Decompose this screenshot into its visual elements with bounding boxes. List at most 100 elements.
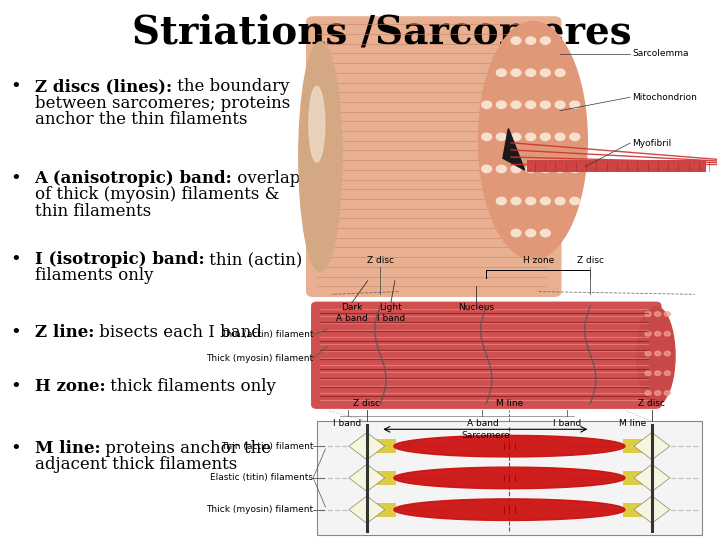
Text: I band: I band <box>333 418 361 428</box>
Circle shape <box>665 351 670 356</box>
Text: H zone:: H zone: <box>35 378 105 395</box>
Bar <box>317 421 702 535</box>
Text: Thick (myosin) filament: Thick (myosin) filament <box>206 354 313 363</box>
Text: overlap: overlap <box>233 170 301 187</box>
Circle shape <box>541 37 550 44</box>
Polygon shape <box>349 433 385 460</box>
Text: Thin (actin) filament: Thin (actin) filament <box>221 330 313 340</box>
Circle shape <box>570 165 580 173</box>
Circle shape <box>645 371 651 375</box>
Circle shape <box>496 165 506 173</box>
Text: filaments only: filaments only <box>35 267 153 284</box>
Text: •: • <box>11 251 21 269</box>
Circle shape <box>555 165 565 173</box>
FancyBboxPatch shape <box>306 16 562 297</box>
Text: thin filaments: thin filaments <box>35 202 150 219</box>
Text: A band: A band <box>467 418 498 428</box>
Bar <box>623 439 650 453</box>
Circle shape <box>555 69 565 76</box>
Text: Z disc: Z disc <box>354 399 380 408</box>
Circle shape <box>665 332 670 336</box>
Text: M line: M line <box>619 418 647 428</box>
Circle shape <box>654 332 661 336</box>
Bar <box>527 160 706 172</box>
Circle shape <box>526 230 536 237</box>
Text: Z disc: Z disc <box>367 255 394 265</box>
Circle shape <box>570 133 580 140</box>
Ellipse shape <box>636 307 675 405</box>
Polygon shape <box>634 464 670 491</box>
Circle shape <box>654 312 661 316</box>
Circle shape <box>645 312 651 316</box>
Circle shape <box>511 230 521 237</box>
FancyBboxPatch shape <box>311 301 662 409</box>
Circle shape <box>654 351 661 356</box>
Text: thin (actin): thin (actin) <box>204 251 302 268</box>
Text: proteins anchor the: proteins anchor the <box>100 440 271 457</box>
Text: •: • <box>11 324 21 342</box>
Circle shape <box>511 101 521 109</box>
Circle shape <box>665 312 670 316</box>
Circle shape <box>654 371 661 375</box>
Text: I (isotropic) band:: I (isotropic) band: <box>35 251 204 268</box>
Text: Myofibril: Myofibril <box>632 139 671 147</box>
Text: bisects each I band: bisects each I band <box>94 324 262 341</box>
Text: H zone: H zone <box>523 255 554 265</box>
Polygon shape <box>394 499 625 521</box>
Polygon shape <box>394 435 625 457</box>
Text: Z discs (lines):: Z discs (lines): <box>35 78 171 95</box>
Bar <box>623 471 650 485</box>
Ellipse shape <box>478 22 588 259</box>
Text: Z disc: Z disc <box>639 399 665 408</box>
Circle shape <box>645 390 651 395</box>
Circle shape <box>526 165 536 173</box>
Text: •: • <box>11 440 21 458</box>
Circle shape <box>526 69 536 76</box>
Circle shape <box>511 165 521 173</box>
Bar <box>623 503 650 517</box>
Text: •: • <box>11 170 21 188</box>
Circle shape <box>482 101 492 109</box>
Circle shape <box>482 133 492 140</box>
Text: between sarcomeres; proteins: between sarcomeres; proteins <box>35 94 290 111</box>
Bar <box>369 439 396 453</box>
Text: Thin (actin) filament: Thin (actin) filament <box>221 442 313 451</box>
Circle shape <box>496 197 506 205</box>
Polygon shape <box>394 467 625 489</box>
Text: Striations /Sarcomeres: Striations /Sarcomeres <box>132 14 631 51</box>
Circle shape <box>555 133 565 140</box>
Circle shape <box>511 197 521 205</box>
Circle shape <box>570 197 580 205</box>
Circle shape <box>482 165 492 173</box>
Circle shape <box>541 197 550 205</box>
Text: Mitochondrion: Mitochondrion <box>632 93 697 102</box>
Circle shape <box>526 101 536 109</box>
Text: Light
I band: Light I band <box>377 303 405 323</box>
Circle shape <box>511 133 521 140</box>
Circle shape <box>665 390 670 395</box>
Text: M line: M line <box>496 399 523 408</box>
Text: the boundary: the boundary <box>171 78 289 95</box>
Bar <box>369 471 396 485</box>
Circle shape <box>541 69 550 76</box>
Text: Elastic (titin) filaments: Elastic (titin) filaments <box>210 474 313 482</box>
Text: anchor the thin filaments: anchor the thin filaments <box>35 111 247 127</box>
Polygon shape <box>349 464 385 491</box>
Polygon shape <box>349 496 385 523</box>
Bar <box>369 503 396 517</box>
Circle shape <box>555 101 565 109</box>
Circle shape <box>496 101 506 109</box>
Circle shape <box>541 230 550 237</box>
Polygon shape <box>503 129 525 170</box>
Circle shape <box>511 69 521 76</box>
Ellipse shape <box>309 86 325 162</box>
Circle shape <box>526 197 536 205</box>
Circle shape <box>665 371 670 375</box>
Circle shape <box>496 133 506 140</box>
Ellipse shape <box>299 42 342 271</box>
Text: adjacent thick filaments: adjacent thick filaments <box>35 456 237 473</box>
Text: Z line:: Z line: <box>35 324 94 341</box>
Circle shape <box>645 332 651 336</box>
Circle shape <box>541 133 550 140</box>
Circle shape <box>541 165 550 173</box>
